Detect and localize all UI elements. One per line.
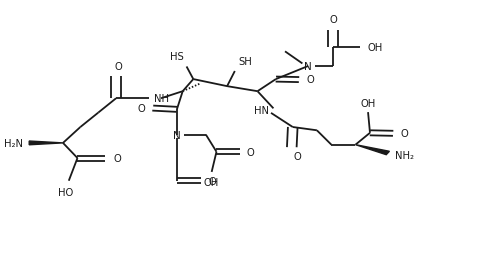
Text: O: O (247, 147, 255, 157)
Text: N: N (173, 130, 181, 140)
Text: HO: HO (58, 187, 73, 197)
Text: OH: OH (360, 98, 376, 108)
Text: HS: HS (171, 52, 184, 62)
Text: NH: NH (154, 93, 169, 103)
Text: O: O (400, 128, 408, 138)
Polygon shape (355, 145, 389, 155)
Text: SH: SH (239, 57, 252, 67)
Text: O: O (294, 151, 301, 161)
Text: OH: OH (203, 177, 218, 187)
Text: O: O (114, 61, 122, 71)
Text: H₂N: H₂N (4, 138, 23, 148)
Text: NH₂: NH₂ (395, 150, 414, 160)
Text: O: O (306, 75, 314, 85)
Text: HN: HN (253, 106, 269, 116)
Text: O: O (138, 104, 145, 114)
Text: O: O (114, 153, 121, 163)
Text: O: O (329, 15, 337, 25)
Text: N: N (304, 62, 312, 72)
Polygon shape (29, 141, 63, 145)
Text: OH: OH (367, 43, 383, 53)
Text: O: O (208, 176, 216, 186)
